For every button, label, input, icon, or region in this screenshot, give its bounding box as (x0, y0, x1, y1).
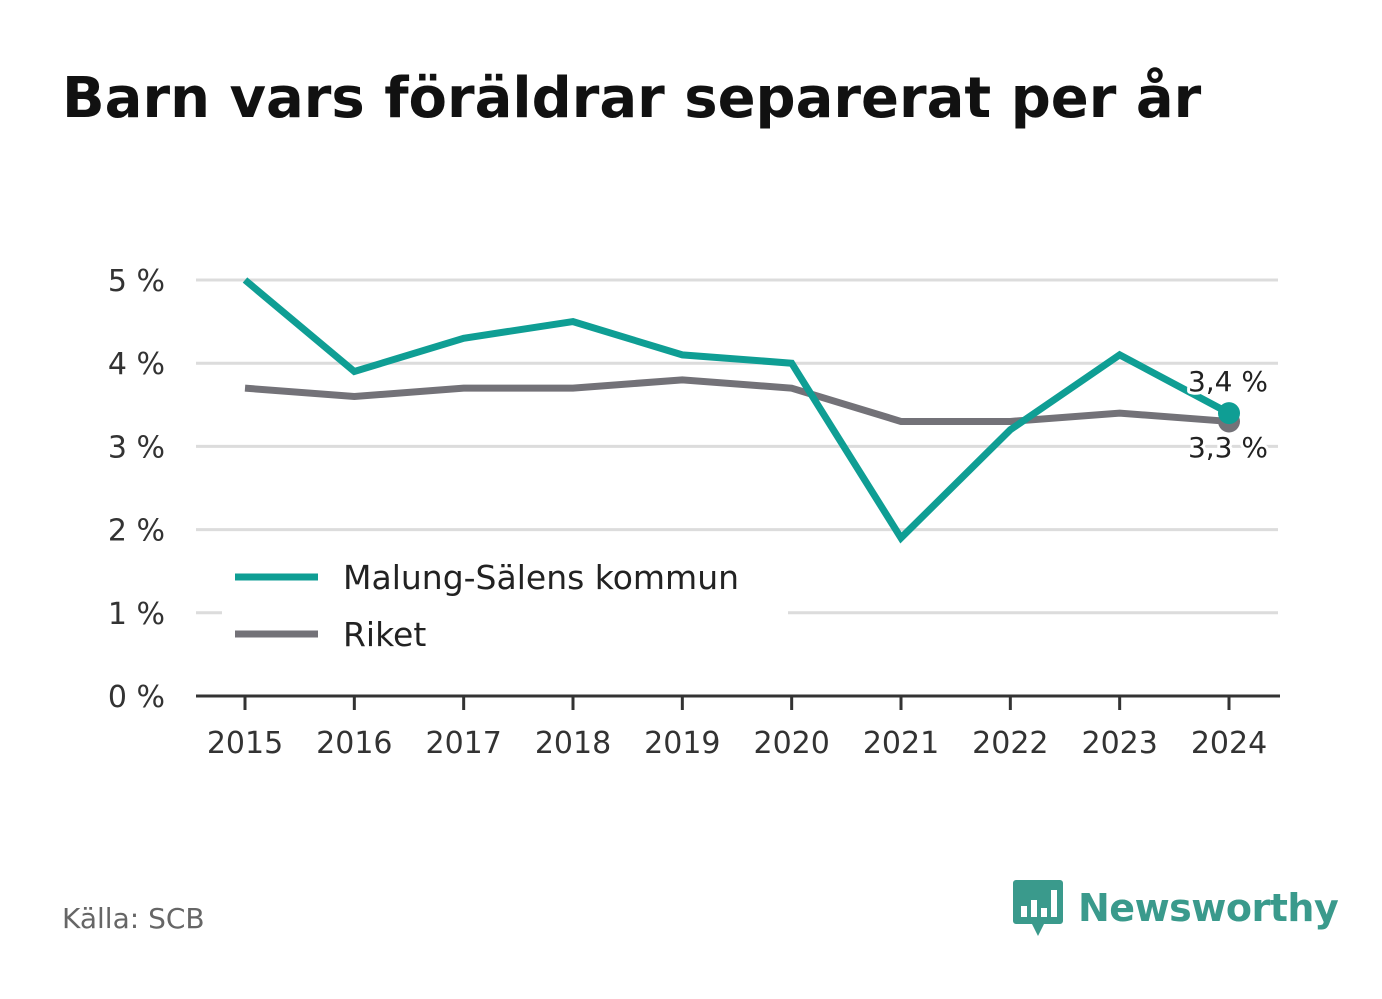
y-tick-label: 3 % (108, 430, 165, 465)
series-lines (242, 277, 1240, 544)
x-tick-label: 2019 (644, 726, 720, 761)
data-point (1218, 402, 1240, 425)
legend-label: Riket (343, 615, 426, 654)
legend-label: Malung-Sälens kommun (343, 558, 739, 597)
brand-logo: Newsworthy (1012, 878, 1339, 938)
x-axis (196, 694, 1280, 710)
x-tick-label: 2016 (316, 726, 392, 761)
x-tick-label: 2015 (207, 726, 283, 761)
x-tick-label: 2022 (972, 726, 1048, 761)
legend-background (222, 548, 788, 666)
series-line (244, 376, 1230, 425)
source-note: Källa: SCB (62, 902, 205, 935)
x-tick-label: 2024 (1191, 726, 1267, 761)
y-tick-label: 2 % (108, 514, 165, 549)
legend: Malung-Sälens kommun Riket (222, 548, 788, 666)
x-tick-label: 2023 (1081, 726, 1157, 761)
x-tick-label: 2021 (863, 726, 939, 761)
chart-title: Barn vars föräldrar separerat per år (62, 66, 1202, 131)
y-tick-label: 5 % (108, 264, 165, 299)
end-label-riket: 3,3 % (1188, 431, 1268, 464)
x-axis-ticks: 2015 2016 2017 2018 2019 2020 2021 2022 2023 2024 (207, 726, 1267, 761)
end-label-kommun: 3,4 % (1188, 365, 1268, 398)
y-tick-label: 1 % (108, 597, 165, 632)
x-tick-label: 2017 (425, 726, 501, 761)
x-tick-label: 2020 (753, 726, 829, 761)
bar-chart-speech-bubble-icon (1013, 880, 1063, 936)
y-tick-label: 4 % (108, 347, 165, 382)
x-tick-label: 2018 (535, 726, 611, 761)
end-labels: 3,4 % 3,3 % (1185, 362, 1271, 467)
brand-name: Newsworthy (1078, 886, 1339, 930)
y-tick-label: 0 % (108, 680, 165, 715)
y-axis-ticks: 0 % 1 % 2 % 3 % 4 % 5 % (108, 264, 165, 715)
series-line (242, 277, 1231, 544)
